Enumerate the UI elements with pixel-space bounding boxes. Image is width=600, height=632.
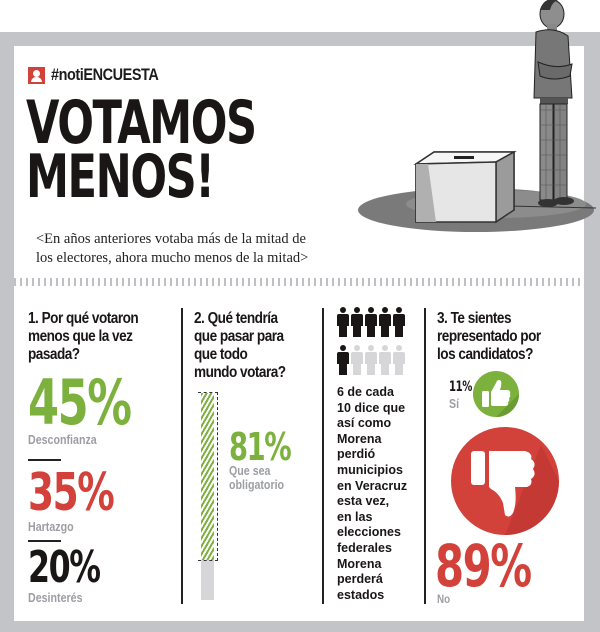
title-line-2: MENOS! [26, 142, 215, 212]
section-question-3: 3. Te sientes representado por los candi… [437, 310, 577, 364]
text-line: perderá [337, 572, 383, 587]
subtitle-line-2: los electores, ahora mucho menos de la m… [36, 250, 309, 266]
stat-value-no: 89% [435, 532, 532, 600]
title-line-1: VOTAMOS [26, 88, 257, 158]
column-divider-3 [424, 308, 426, 604]
person-icon [337, 307, 349, 337]
bar-81-percent [198, 392, 218, 600]
section-question-2: 2. Qué tendría que pasar para que todo m… [194, 310, 319, 382]
thumbs-down-icon [451, 427, 559, 535]
thumbs-up-icon [473, 371, 519, 417]
question-1: 1. Por qué votaron menos que la vez pasa… [28, 310, 156, 364]
label-line: obligatorio [229, 477, 285, 492]
text-line: en Veracruz [337, 478, 408, 493]
question-3: 3. Te sientes representado por los candi… [437, 310, 556, 364]
question-line: menos que la vez [28, 328, 133, 345]
text-line: así como [337, 416, 392, 431]
hashtag-header: #notiENCUESTA [28, 65, 177, 85]
text-line: en las [337, 509, 373, 524]
stat-value-hartazgo: 35% [28, 463, 115, 523]
stat-label-hartazgo: Hartazgo [28, 519, 74, 534]
text-line: 10 dice que [337, 400, 406, 415]
section-people: 6 de cada 10 dice que así como Morena pe… [337, 307, 422, 603]
person-icon-inactive [351, 345, 363, 375]
question-line: pasada? [28, 346, 80, 363]
ballot-box [413, 150, 517, 224]
section-question-1: 1. Por qué votaron menos que la vez pasa… [28, 310, 178, 605]
text-line: perdió [337, 447, 376, 462]
user-icon [28, 66, 45, 84]
label-line: Que sea [229, 463, 271, 478]
column-divider-2 [322, 308, 324, 604]
person-icon [337, 345, 349, 375]
person-icon [365, 307, 377, 337]
text-line: estados [337, 587, 385, 602]
text-line: esta vez, [337, 494, 390, 509]
text-line: Morena [337, 556, 382, 571]
stat-label-no: No [437, 592, 451, 606]
person-icon [393, 307, 405, 337]
short-rule [28, 540, 61, 542]
bar-outline [198, 392, 218, 561]
person-icon [379, 307, 391, 337]
person-icon-inactive [393, 345, 405, 375]
question-line: representado por [437, 328, 541, 345]
text-line: 6 de cada [337, 385, 394, 399]
man-figure [533, 0, 574, 207]
stat-label-desconfianza: Desconfianza [28, 432, 97, 447]
text-line: Morena [337, 431, 382, 446]
text-line: federales [337, 540, 392, 555]
text-line: municipios [337, 462, 403, 477]
people-row-1 [337, 307, 422, 337]
person-icon-inactive [379, 345, 391, 375]
stat-label-desinteres: Desinterés [28, 590, 83, 605]
illustration-voter-ballot-box [358, 0, 596, 232]
stat-label-obligatorio: Que sea obligatorio [229, 464, 284, 492]
page-title: VOTAMOS MENOS! [26, 88, 257, 212]
question-line: los candidatos? [437, 346, 533, 363]
column-divider-1 [181, 308, 183, 604]
question-line: 3. Te sientes [437, 310, 512, 327]
stat-label-si: Sí [449, 396, 460, 411]
question-line: que pasar para [194, 328, 284, 345]
hashtag-label: #notiENCUESTA [51, 65, 159, 84]
subtitle: <En años anteriores votaba más de la mit… [36, 230, 308, 268]
question-2: 2. Qué tendría que pasar para que todo m… [194, 310, 300, 382]
question-line: mundo votara? [194, 364, 286, 381]
question-line: que todo [194, 346, 248, 363]
person-icon-inactive [365, 345, 377, 375]
people-description: 6 de cada 10 dice que así como Morena pe… [337, 385, 422, 603]
bar-fill [201, 393, 214, 560]
question-line: 1. Por qué votaron [28, 310, 139, 327]
text-line: elecciones [337, 525, 401, 540]
short-rule [28, 459, 61, 461]
stat-value-obligatorio: 81% [229, 425, 292, 469]
stat-value-desconfianza: 45% [28, 366, 132, 439]
subtitle-line-1: <En años anteriores votaba más de la mit… [36, 231, 306, 247]
stat-value-si: 11% [449, 379, 473, 395]
person-icon [351, 307, 363, 337]
dotted-separator [14, 278, 584, 286]
people-row-2 [337, 345, 422, 375]
stat-value-desinteres: 20% [28, 542, 101, 593]
question-line: 2. Qué tendría [194, 310, 278, 327]
